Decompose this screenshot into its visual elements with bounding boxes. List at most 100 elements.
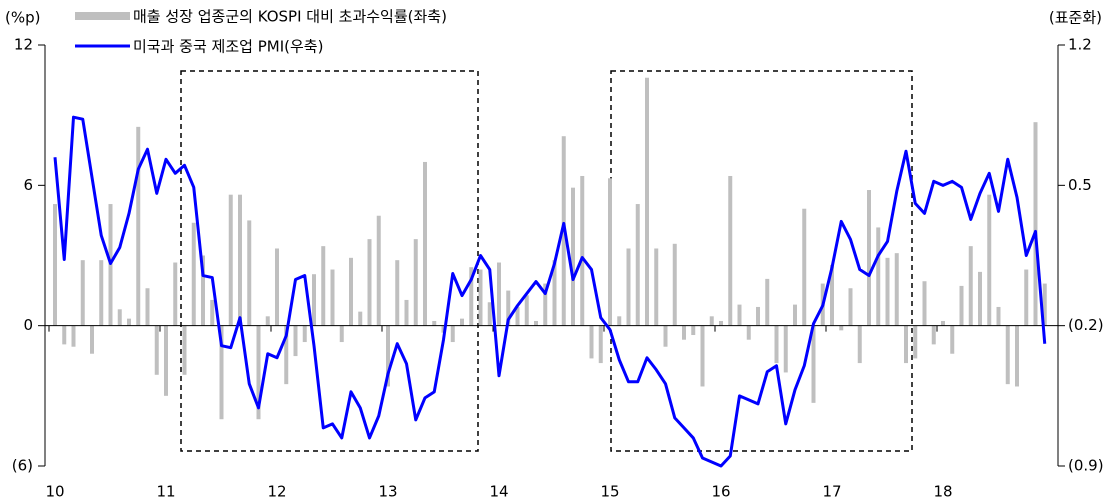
bar <box>756 306 760 326</box>
bar <box>154 325 159 375</box>
legend-label: 미국과 중국 제조업 PMI(우축) <box>133 38 323 56</box>
bar <box>80 260 85 326</box>
bar <box>1005 325 1010 385</box>
bar <box>302 325 307 343</box>
bar <box>413 239 418 326</box>
bar <box>71 325 76 347</box>
bar <box>580 175 585 326</box>
bar <box>219 325 224 420</box>
bar <box>987 194 992 326</box>
bar <box>53 204 57 326</box>
bar <box>127 318 131 326</box>
x-tick-label: 10 <box>45 483 64 501</box>
x-tick-label: 16 <box>711 483 730 501</box>
bar <box>145 288 150 326</box>
bar <box>182 325 187 375</box>
bar <box>1033 122 1038 326</box>
bar <box>626 248 631 326</box>
bar <box>996 306 1001 326</box>
legend-label: 매출 성장 업종군의 KOSPI 대비 초과수익률(좌축) <box>133 8 447 26</box>
bar <box>1042 283 1047 326</box>
x-tick-label: 17 <box>822 483 841 501</box>
bar <box>746 325 751 340</box>
bar <box>90 325 94 354</box>
bar <box>330 269 335 326</box>
bar <box>691 325 696 336</box>
bar <box>571 187 575 326</box>
bar <box>99 260 104 326</box>
y-tick-label: (6) <box>12 457 33 475</box>
y2-axis-label: (표준화) <box>1049 9 1102 27</box>
bar <box>349 257 353 326</box>
bar <box>478 269 483 326</box>
bar <box>682 325 686 340</box>
bar <box>913 325 918 359</box>
bar <box>515 306 520 326</box>
bar <box>709 316 714 326</box>
bar <box>672 243 677 326</box>
bar <box>922 281 927 326</box>
bar <box>404 299 409 326</box>
bar <box>201 255 205 326</box>
bar <box>293 325 298 357</box>
bar <box>358 311 363 326</box>
bar <box>737 304 742 326</box>
bar <box>367 239 372 326</box>
bar <box>136 126 141 326</box>
bar <box>635 204 640 326</box>
bar <box>62 325 67 345</box>
bar <box>487 302 492 326</box>
bar <box>654 248 659 326</box>
bar <box>950 325 955 354</box>
bar <box>469 267 474 326</box>
bar <box>978 271 982 326</box>
bar <box>867 190 871 326</box>
x-tick-label: 13 <box>378 483 397 501</box>
bar <box>284 325 289 385</box>
bar <box>598 325 603 364</box>
bar <box>534 320 538 326</box>
x-tick-label: 14 <box>489 483 508 501</box>
bar <box>617 316 622 326</box>
bar <box>543 283 548 326</box>
bar <box>524 295 529 326</box>
bar <box>423 161 427 326</box>
bar <box>173 262 178 326</box>
bar <box>645 77 649 326</box>
bar <box>247 220 252 326</box>
bar <box>811 325 816 403</box>
bar <box>339 325 344 343</box>
y-axis-label: (%p) <box>5 9 40 27</box>
bar <box>765 278 770 326</box>
bar <box>719 320 723 326</box>
line <box>53 115 1047 468</box>
bar <box>238 194 242 326</box>
bar <box>256 325 261 420</box>
y2-tick-label: 1.2 <box>1068 36 1092 54</box>
bar <box>830 264 834 326</box>
bar <box>460 318 464 326</box>
bar <box>210 299 215 326</box>
bar <box>848 288 853 326</box>
bar <box>552 260 557 326</box>
y-tick-label: 12 <box>14 36 33 54</box>
bar <box>783 325 788 373</box>
bar <box>904 325 908 364</box>
legend-swatch <box>75 12 130 20</box>
bar <box>663 325 668 347</box>
bar <box>191 222 196 326</box>
bar <box>117 309 122 326</box>
bar <box>968 246 973 326</box>
bar <box>1015 325 1019 387</box>
x-tick-label: 18 <box>933 483 952 501</box>
bar <box>265 316 270 326</box>
bar <box>839 325 844 331</box>
x-tick-label: 12 <box>267 483 286 501</box>
bar <box>376 215 381 326</box>
y-tick-label: 6 <box>23 176 33 194</box>
bar <box>885 257 890 326</box>
bar <box>1024 269 1029 326</box>
bar <box>774 325 779 364</box>
